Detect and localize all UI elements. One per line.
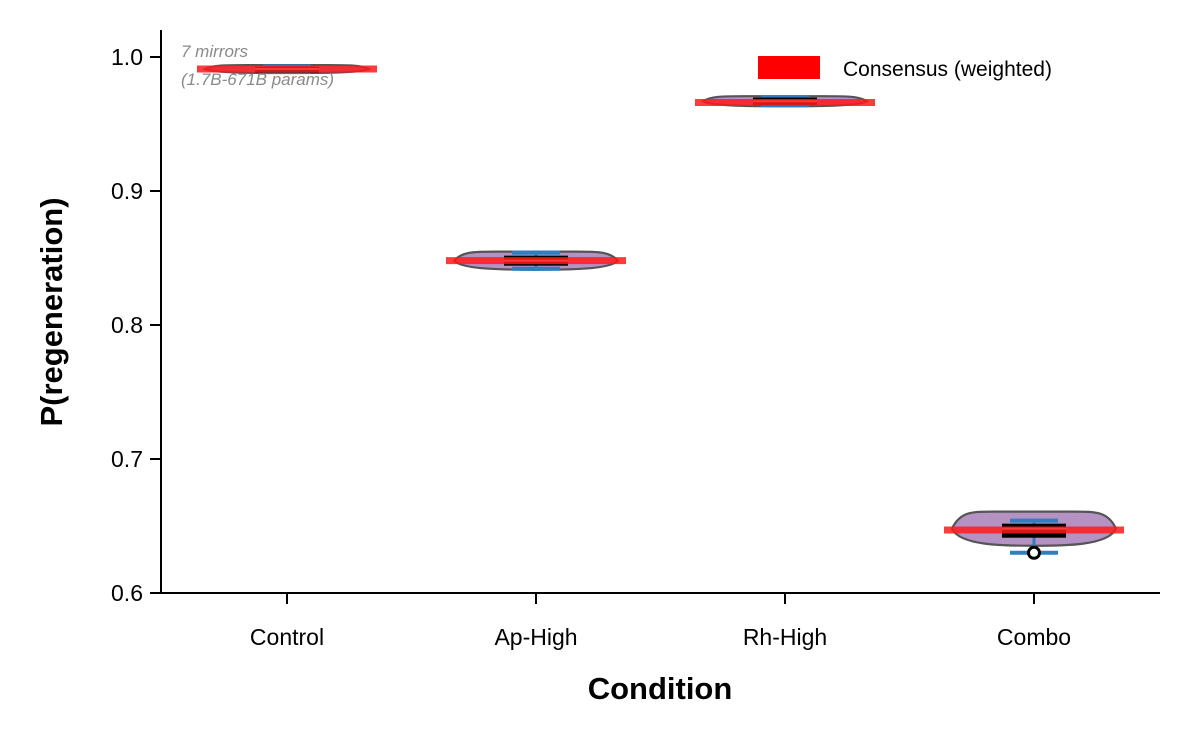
y-tick-label: 0.6 (111, 580, 143, 606)
y-tick-label: 1.0 (111, 44, 143, 70)
x-tick-label-rh-high: Rh-High (743, 624, 827, 650)
x-axis-ticks: Control Ap-High Rh-High Combo (250, 593, 1071, 650)
x-tick-label-ap-high: Ap-High (494, 624, 577, 650)
violin-group-ap-high (446, 250, 626, 271)
y-axis-ticks: 0.6 0.7 0.8 0.9 1.0 (111, 44, 161, 606)
violin-group-control (197, 63, 377, 75)
legend: Consensus (weighted) (758, 56, 1052, 81)
y-tick-label: 0.9 (111, 178, 143, 204)
x-tick-label-control: Control (250, 624, 324, 650)
outlier-point (1027, 545, 1041, 560)
x-tick-label-combo: Combo (997, 624, 1071, 650)
x-axis-title: Condition (588, 671, 733, 706)
violin-group-rh-high (695, 95, 875, 108)
y-axis-title: P(regeneration) (34, 197, 69, 426)
y-tick-label: 0.8 (111, 312, 143, 338)
annotation-line-2: (1.7B-671B params) (181, 70, 334, 89)
annotation-line-1: 7 mirrors (181, 42, 249, 61)
legend-swatch (758, 56, 820, 79)
y-tick-label: 0.7 (111, 446, 143, 472)
legend-label: Consensus (weighted) (843, 58, 1052, 81)
violin-group-combo (944, 510, 1124, 560)
plot-area (197, 63, 1124, 560)
